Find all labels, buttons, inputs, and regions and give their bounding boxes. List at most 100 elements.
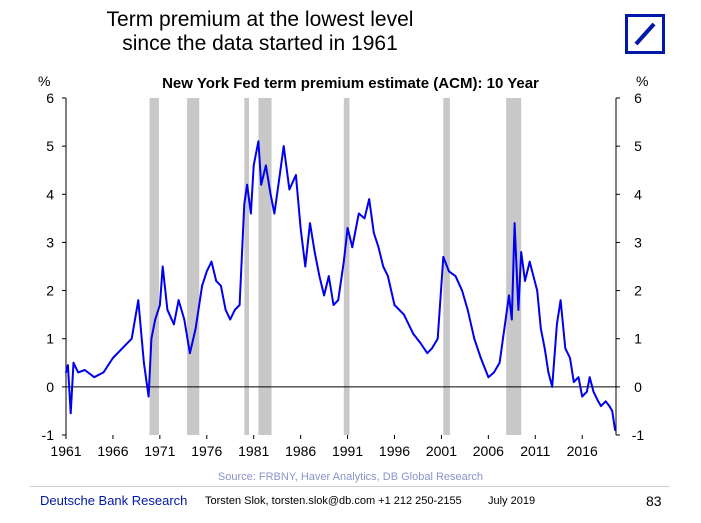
y-tick-label-right-7: 6 xyxy=(634,90,642,106)
term-premium-chart: -1 -1 0 0 1 1 2 2 3 3 4 4 5 5 6 6 1961 1966 1971 1976 1981 19… xyxy=(42,90,645,459)
data-point xyxy=(600,405,602,408)
deutsche-bank-logo-icon xyxy=(625,14,665,54)
data-point xyxy=(309,222,311,225)
data-point xyxy=(238,304,241,306)
data-point xyxy=(215,280,218,282)
data-point xyxy=(532,275,535,278)
data-point xyxy=(586,390,588,393)
axes xyxy=(62,97,620,439)
data-point xyxy=(448,270,450,273)
data-point xyxy=(161,265,164,268)
data-point xyxy=(597,400,600,403)
data-point xyxy=(377,246,380,249)
data-point xyxy=(102,371,105,374)
data-point xyxy=(194,328,197,330)
y-tick-label-left-2: 1 xyxy=(46,331,54,347)
data-point xyxy=(581,395,584,398)
data-point xyxy=(559,299,562,302)
data-point xyxy=(431,347,433,350)
data-point xyxy=(234,308,236,311)
series-layer xyxy=(65,140,617,432)
page-number: 83 xyxy=(646,493,662,509)
data-point xyxy=(473,337,476,340)
data-point xyxy=(260,183,263,186)
x-tick-label-9: 2006 xyxy=(473,443,504,459)
data-point xyxy=(614,429,616,432)
data-point xyxy=(188,352,191,355)
recession-band-2 xyxy=(244,98,250,435)
data-point xyxy=(201,284,203,287)
data-point xyxy=(493,371,495,374)
data-point xyxy=(183,318,186,321)
x-tick-label-4: 1981 xyxy=(238,443,269,459)
data-point xyxy=(436,337,439,340)
data-point xyxy=(442,255,445,258)
footer-contact: Torsten Slok, torsten.slok@db.com +1 212… xyxy=(205,495,462,507)
data-point xyxy=(604,400,607,403)
data-point xyxy=(288,188,291,191)
data-point xyxy=(543,347,546,350)
data-point xyxy=(137,299,140,302)
data-point xyxy=(323,294,326,297)
chart-title: New York Fed term premium estimate (ACM)… xyxy=(162,75,539,92)
data-point xyxy=(224,308,227,311)
data-point xyxy=(269,193,272,196)
data-point xyxy=(299,227,302,229)
data-point xyxy=(466,308,469,311)
data-point xyxy=(304,265,307,268)
data-point xyxy=(273,212,276,215)
data-point xyxy=(282,145,285,148)
y-tick-label-left-5: 4 xyxy=(46,186,54,202)
data-point xyxy=(313,251,316,253)
data-point xyxy=(454,275,457,278)
page-title: Term premium at the lowest level since t… xyxy=(0,8,520,56)
data-point xyxy=(177,299,180,302)
data-point xyxy=(252,164,255,167)
y-tick-label-right-1: 0 xyxy=(634,379,642,395)
x-tick-label-5: 1986 xyxy=(285,443,316,459)
data-point xyxy=(327,275,330,278)
title-line-1: Term premium at the lowest level xyxy=(106,8,414,31)
x-tick-label-8: 2001 xyxy=(426,443,457,459)
y-tick-label-left-0: -1 xyxy=(42,427,55,443)
data-point xyxy=(65,371,67,374)
data-point xyxy=(588,376,591,379)
data-point xyxy=(402,313,405,316)
data-point xyxy=(265,164,267,167)
y-tick-label-left-6: 5 xyxy=(46,138,54,154)
y-tick-label-left-1: 0 xyxy=(46,379,54,395)
data-point xyxy=(426,352,429,355)
x-tick-label-2: 1971 xyxy=(144,443,175,459)
data-point xyxy=(210,260,213,263)
y-tick-label-right-4: 3 xyxy=(634,234,642,250)
data-point xyxy=(536,289,539,292)
data-point xyxy=(93,376,96,379)
data-point xyxy=(147,395,150,398)
data-point xyxy=(83,369,86,371)
y-tick-label-right-3: 2 xyxy=(634,283,642,299)
data-point xyxy=(517,308,520,311)
data-point xyxy=(295,174,297,176)
data-point xyxy=(342,260,345,263)
data-point xyxy=(318,275,321,278)
recession-bands xyxy=(149,98,522,435)
data-point xyxy=(551,385,554,388)
data-point xyxy=(77,371,80,374)
data-point xyxy=(246,183,249,186)
data-point xyxy=(121,347,124,350)
y-tick-label-left-4: 3 xyxy=(46,234,54,250)
data-point xyxy=(555,323,558,326)
data-point xyxy=(229,318,232,321)
data-point xyxy=(249,212,252,215)
data-point xyxy=(547,371,550,374)
x-tick-label-1: 1966 xyxy=(97,443,128,459)
data-point xyxy=(513,222,516,225)
data-point xyxy=(577,376,580,379)
data-point xyxy=(382,265,385,268)
data-point xyxy=(205,270,208,273)
footer-brand: Deutsche Bank Research xyxy=(40,493,188,508)
data-point xyxy=(508,294,510,297)
tick-labels: -1 -1 0 0 1 1 2 2 3 3 4 4 5 5 6 6 1961 1966 1971 1976 1981 19… xyxy=(42,90,645,459)
x-tick-label-10: 2011 xyxy=(520,443,550,459)
data-point xyxy=(243,203,246,205)
